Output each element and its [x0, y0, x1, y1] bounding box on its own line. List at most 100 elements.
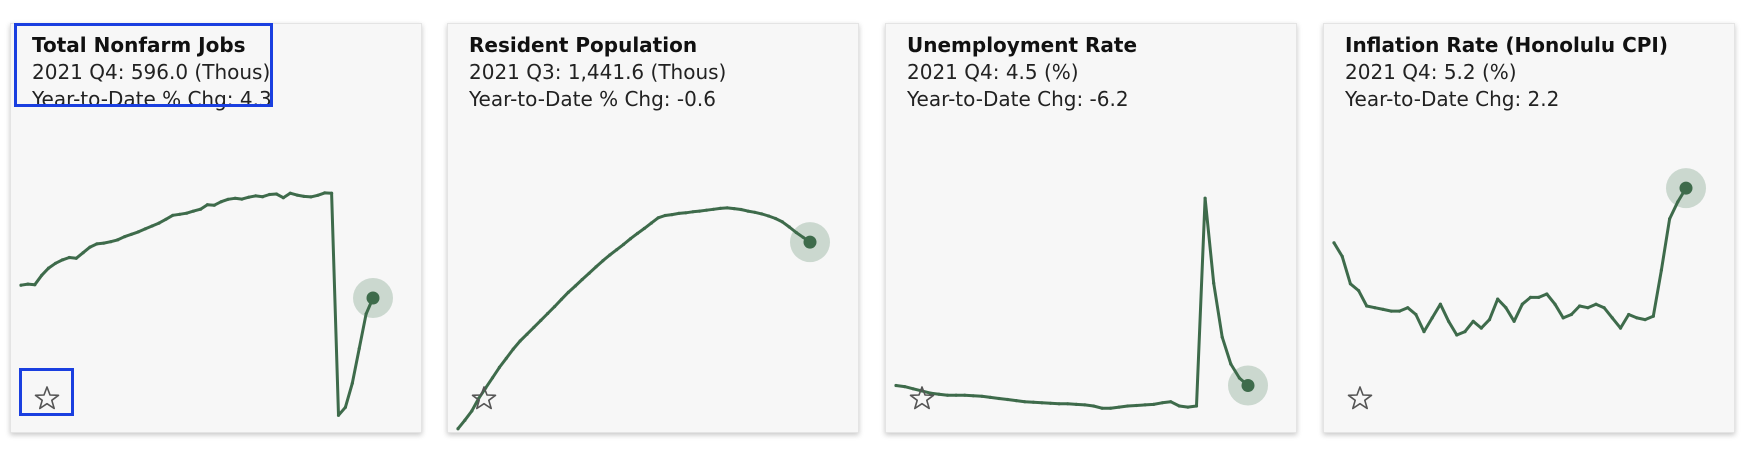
latest-point-marker[interactable]	[1679, 181, 1693, 195]
latest-point-marker[interactable]	[803, 235, 817, 249]
sparkline-point	[116, 238, 120, 242]
sparkline-point	[1618, 326, 1623, 330]
sparkline-point	[247, 195, 251, 199]
indicator-card-resident-population[interactable]: Resident Population 2021 Q3: 1,441.6 (Th…	[447, 23, 859, 433]
sparkline-point	[587, 271, 591, 275]
sparkline-point	[1169, 400, 1173, 404]
sparkline-point	[67, 255, 71, 260]
sparkline-point	[1365, 304, 1369, 308]
indicator-card-total-nonfarm-jobs[interactable]: Total Nonfarm Jobs 2021 Q4: 596.0 (Thous…	[10, 23, 422, 433]
sparkline-point	[470, 409, 474, 413]
indicator-card-unemployment-rate[interactable]: Unemployment Rate 2021 Q4: 4.5 (%) Year-…	[885, 23, 1297, 433]
sparkline-point	[1194, 404, 1199, 408]
card-title[interactable]: Unemployment Rate	[907, 33, 1138, 57]
sparkline-point	[767, 214, 771, 218]
star-outline-icon[interactable]	[908, 384, 936, 412]
sparkline-point	[1602, 306, 1606, 310]
sparkline-point	[1397, 309, 1402, 313]
sparkline-point	[580, 277, 584, 282]
sparkline-point	[573, 284, 577, 288]
latest-value: 2021 Q4: 596.0 (Thous)	[32, 60, 271, 84]
sparkline-point	[725, 206, 729, 210]
sparkline-point	[1487, 318, 1492, 322]
sparkline-point	[233, 196, 237, 200]
sparkline-point	[773, 216, 778, 221]
sparkline-point	[212, 203, 216, 207]
indicator-card-inflation-rate[interactable]: Inflation Rate (Honolulu CPI) 2021 Q4: 5…	[1323, 23, 1735, 433]
sparkline-point	[1048, 401, 1053, 405]
sparkline-point	[1212, 281, 1216, 285]
sparkline-point	[343, 405, 347, 409]
sparkline-point	[1389, 309, 1393, 313]
sparkline-point	[911, 387, 915, 391]
sparkline-point	[1668, 217, 1672, 221]
sparkline-point	[1006, 397, 1010, 402]
sparkline-point	[1023, 400, 1027, 404]
sparkline-point	[628, 237, 633, 241]
sparkline-point	[205, 203, 209, 207]
sparkline-series	[456, 206, 812, 431]
sparkline-point	[1066, 402, 1070, 406]
sparkline-point	[988, 395, 992, 399]
sparkline-point	[95, 242, 99, 246]
card-title[interactable]: Inflation Rate (Honolulu CPI)	[1345, 33, 1669, 57]
sparkline-point	[281, 196, 285, 200]
sparkline-point	[19, 283, 23, 287]
sparkline-point	[261, 195, 265, 199]
sparkline-point	[219, 200, 223, 204]
sparkline-point	[1152, 402, 1156, 406]
sparkline-point	[1237, 376, 1241, 380]
sparkline-point	[164, 217, 168, 221]
sparkline-point	[1126, 404, 1130, 408]
sparkline-point	[109, 240, 113, 244]
sparkline-point	[1561, 316, 1565, 320]
sparkline-point	[143, 227, 147, 231]
sparkline-point	[254, 194, 258, 198]
sparkline-point	[937, 392, 941, 396]
sparkline-point	[309, 195, 313, 199]
sparkline-point	[1659, 268, 1663, 272]
sparkline-point	[463, 418, 467, 422]
star-outline-icon[interactable]	[470, 384, 498, 412]
sparkline-point	[1083, 403, 1087, 407]
sparkline-point	[1381, 307, 1385, 311]
sparkline-point	[1040, 401, 1044, 405]
sparkline-point	[364, 312, 368, 316]
card-header: Unemployment Rate 2021 Q4: 4.5 (%) Year-…	[907, 32, 1137, 113]
sparkline-point	[1074, 402, 1078, 406]
sparkline-point	[1594, 302, 1598, 306]
sparkline-point	[1357, 289, 1361, 293]
sparkline-point	[1117, 405, 1121, 409]
sparkline-point	[1100, 406, 1104, 410]
sparkline-point	[691, 210, 695, 214]
sparkline-point	[787, 225, 791, 229]
sparkline-point	[1406, 306, 1410, 310]
sparkline-point	[608, 253, 612, 257]
latest-point-marker[interactable]	[366, 291, 380, 305]
sparkline-point	[1643, 318, 1647, 322]
sparkline-point	[794, 230, 798, 235]
star-outline-icon[interactable]	[33, 384, 61, 412]
latest-point-marker[interactable]	[1241, 379, 1255, 392]
card-title[interactable]: Total Nonfarm Jobs	[32, 33, 246, 57]
sparkline-point	[1430, 316, 1434, 320]
sparkline-chart	[894, 196, 1268, 410]
sparkline-point	[198, 207, 203, 211]
star-outline-icon[interactable]	[1346, 384, 1374, 412]
sparkline-point	[316, 193, 320, 197]
sparkline-point	[903, 385, 907, 389]
sparkline-point	[780, 220, 784, 224]
sparkline-point	[1229, 362, 1233, 366]
sparkline-point	[1220, 335, 1224, 339]
sparkline-point	[302, 194, 306, 198]
sparkline-point	[1537, 295, 1541, 299]
sparkline-point	[894, 383, 898, 388]
sparkline-point	[718, 206, 722, 210]
sparkline-point	[1348, 282, 1352, 286]
sparkline-point	[33, 283, 37, 287]
sparkline-point	[945, 393, 950, 397]
card-title[interactable]: Resident Population	[469, 33, 698, 57]
sparkline-point	[615, 248, 619, 252]
sparkline-chart	[1332, 168, 1706, 337]
